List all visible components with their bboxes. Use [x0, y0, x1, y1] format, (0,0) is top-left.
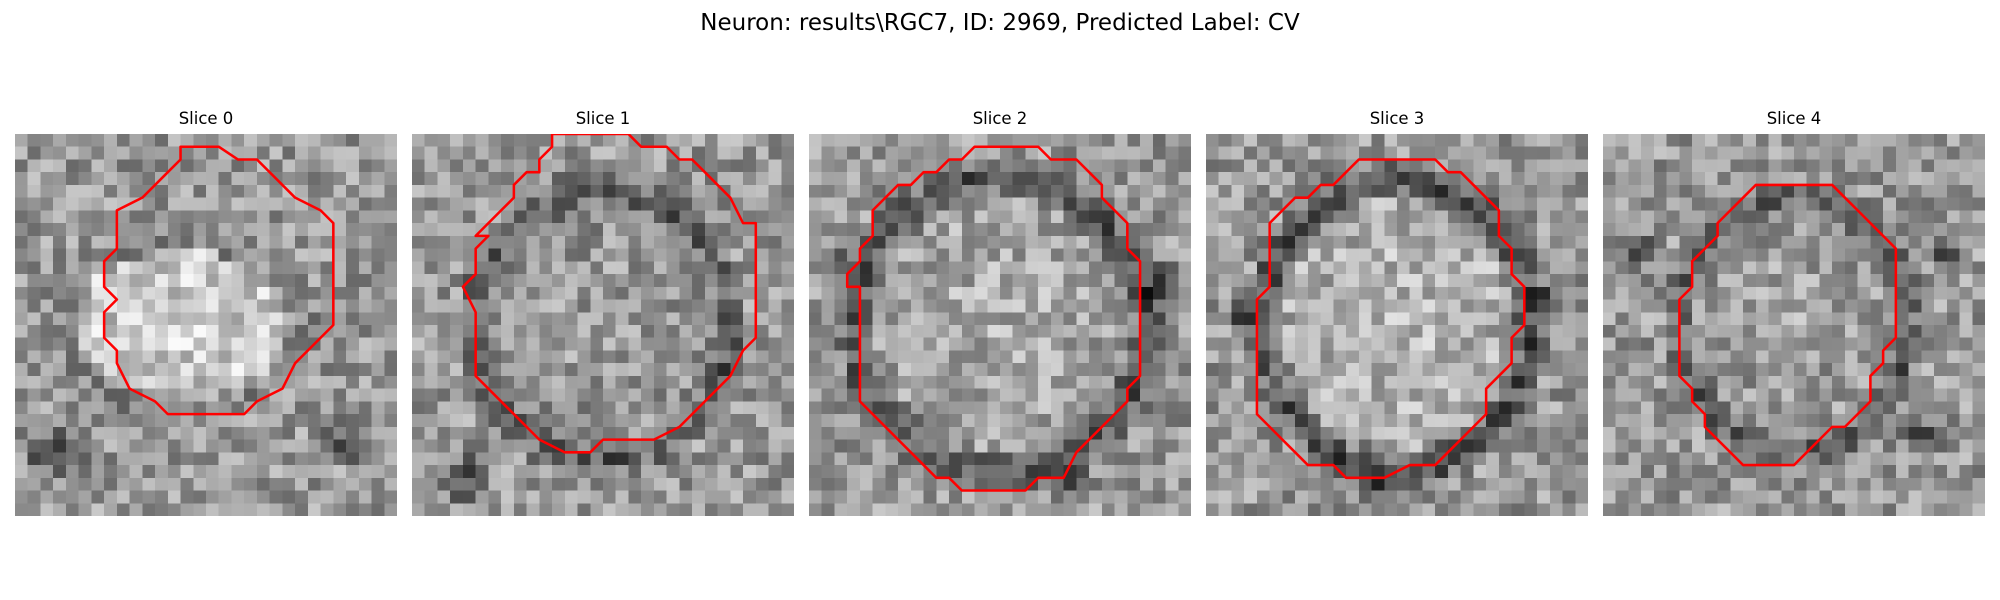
slice-panel-0: Slice 0 — [15, 108, 397, 516]
slice-title-0: Slice 0 — [178, 109, 234, 128]
slice-panel-4: Slice 4 — [1603, 108, 1985, 516]
slice-title-4: Slice 4 — [1766, 109, 1822, 128]
slice-title-1: Slice 1 — [575, 109, 631, 128]
slice-image-0 — [15, 134, 397, 516]
slice-image-4 — [1603, 134, 1985, 516]
contour-outline-3 — [1255, 158, 1526, 480]
contour-outline-2 — [845, 145, 1142, 492]
slice-title-3: Slice 3 — [1369, 109, 1425, 128]
slice-panel-2: Slice 2 — [809, 108, 1191, 516]
slice-image-3 — [1206, 134, 1588, 516]
slice-title-2: Slice 2 — [972, 109, 1028, 128]
slice-image-1 — [412, 134, 794, 516]
slice-panel-1: Slice 1 — [412, 108, 794, 516]
slice-panel-3: Slice 3 — [1206, 108, 1588, 516]
contour-outline-4 — [1678, 183, 1898, 467]
contour-outline-0 — [102, 145, 335, 416]
figure-title: Neuron: results\RGC7, ID: 2969, Predicte… — [700, 10, 1300, 36]
contour-outline-1 — [461, 134, 758, 454]
slice-image-2 — [809, 134, 1191, 516]
